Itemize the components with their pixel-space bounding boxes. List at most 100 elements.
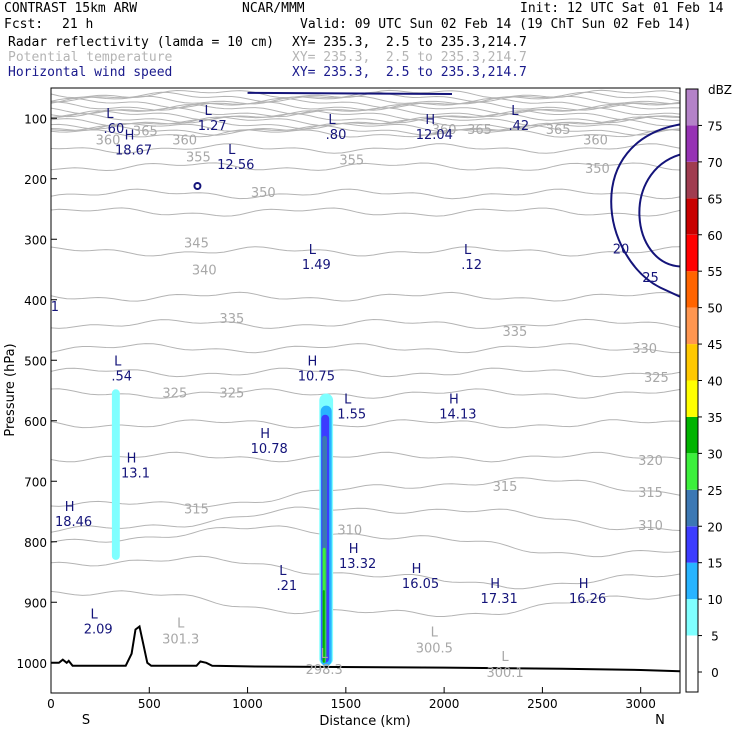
field-name-wind: Horizontal wind speed: [8, 65, 173, 80]
center-name: NCAR/MMM: [242, 1, 305, 16]
theta-contour: [51, 451, 680, 463]
x-tick-label: 2500: [527, 697, 558, 711]
theta-label: 335: [219, 312, 244, 327]
theta-label: 350: [251, 186, 276, 201]
x-tick-label: 0: [47, 697, 55, 711]
theta-label: 330: [632, 342, 657, 357]
wind-extremum-value: 17.31: [481, 592, 518, 607]
theta-min-marker: L: [177, 617, 185, 632]
reflectivity-cell: [111, 389, 120, 560]
wind-extremum-value: 16.26: [569, 592, 606, 607]
y-tick-label: 900: [24, 596, 47, 610]
theta-contour: [51, 95, 680, 105]
wind-extremum-marker: L: [205, 104, 213, 119]
reflectivity-shading: [111, 389, 334, 666]
wind-extremum-marker: L: [106, 107, 114, 122]
theta-contour: [51, 555, 680, 590]
x-tick-label: 2000: [429, 697, 460, 711]
y-tick-label: 200: [24, 173, 47, 187]
theta-contour: [51, 125, 680, 136]
y-tick-label: 600: [24, 415, 47, 429]
wind-extremum-value: 18.46: [55, 515, 92, 530]
colorbar-swatch: [686, 161, 698, 199]
x-end-label-south: S: [82, 713, 90, 728]
wind-extremum-value: 14.13: [439, 408, 476, 423]
field-xy-wind: XY= 235.3, 2.5 to 235.3,214.7: [292, 65, 527, 80]
plot-frame: [50, 87, 681, 694]
wind-extremum-marker: L: [344, 393, 352, 408]
theta-min-marker: L: [501, 650, 509, 665]
colorbar-swatch: [686, 672, 698, 692]
y-tick-label: 1000: [16, 657, 47, 671]
theta-label: 315: [493, 480, 518, 495]
theta-min-value: 300.5: [416, 642, 453, 657]
theta-label: 335: [502, 325, 527, 340]
wind-extremum-marker: L: [328, 113, 336, 128]
theta-label: 355: [186, 150, 211, 165]
wind-extremum-marker: H: [425, 113, 435, 128]
theta-min-marker: L: [321, 647, 329, 662]
colorbar-tick-label: 35: [707, 411, 722, 425]
colorbar-tick-label: 65: [707, 192, 722, 206]
colorbar-frame: [685, 88, 699, 693]
model-title: CONTRAST 15km ARW: [4, 1, 138, 16]
colorbar-swatch: [686, 271, 698, 308]
colorbar-swatch: [686, 125, 698, 162]
theta-contour: [51, 207, 680, 217]
colorbar-swatch: [686, 562, 698, 600]
wind-extremum-marker: H: [127, 451, 137, 466]
y-tick-label: 500: [24, 354, 47, 368]
wind-extremum-value: 12.04: [416, 128, 453, 143]
x-tick-label: 500: [138, 697, 161, 711]
wind-extremum-marker: H: [65, 500, 75, 515]
colorbar-tick-label: 70: [707, 156, 722, 170]
wind-contour: [610, 123, 680, 298]
reflectivity-cell: [322, 590, 325, 663]
colorbar-tick-label: 50: [707, 302, 722, 316]
theta-min-marker: L: [431, 626, 439, 641]
colorbar-swatch: [686, 416, 698, 454]
wind-contour: [193, 182, 202, 191]
wind-extremum-value: 10.75: [298, 370, 335, 385]
x-tick-label: 1500: [331, 697, 362, 711]
theta-contour: [51, 129, 680, 138]
theta-label: 310: [337, 524, 362, 539]
colorbar-tick-label: 60: [707, 229, 722, 243]
wind-extremum-marker: H: [490, 577, 500, 592]
wind-extremum-marker: H: [307, 355, 317, 370]
theta-label: 355: [339, 153, 364, 168]
init-time: Init: 12 UTC Sat 01 Feb 14: [520, 1, 724, 16]
chart-annotations: 365 360 360 365 365 360 360 350 355 355 350 345 340 3…: [51, 104, 669, 681]
colorbar-swatch: [686, 635, 698, 672]
x-end-label-north: N: [655, 713, 665, 728]
theta-contour: [51, 119, 680, 130]
colorbar-tick-label: 45: [707, 338, 722, 352]
wind-extremum-value: 10.78: [251, 442, 288, 457]
theta-label: 365: [133, 124, 158, 139]
colorbar-swatch: [686, 489, 698, 527]
x-axis-title: Distance (km): [319, 714, 410, 729]
theta-contour: [51, 525, 680, 558]
wind-contour-label: 1: [51, 300, 59, 315]
wind-contour: [247, 91, 452, 96]
theta-contour: [51, 419, 680, 429]
wind-extremum-marker: H: [349, 542, 359, 557]
theta-label: 345: [184, 236, 209, 251]
theta-label: 310: [638, 519, 663, 534]
theta-contour: [51, 122, 680, 132]
terrain-line: [51, 624, 680, 673]
colorbar-tick-label: 25: [707, 484, 722, 498]
wind-extremum-value: 13.1: [121, 466, 150, 481]
colorbar-unit: dBZ: [708, 83, 732, 97]
theta-label: 360: [96, 133, 121, 148]
colorbar-tick-label: 75: [707, 119, 722, 133]
wind-extremum-marker: H: [412, 562, 422, 577]
wind-extremum-value: 1.49: [302, 258, 331, 273]
y-tick-label: 300: [24, 233, 47, 247]
wind-extremum-marker: L: [464, 243, 472, 258]
wind-contours: [193, 91, 680, 298]
wind-contour: [638, 153, 680, 268]
field-name-theta: Potential temperature: [8, 50, 173, 65]
theta-label: 350: [585, 162, 610, 177]
